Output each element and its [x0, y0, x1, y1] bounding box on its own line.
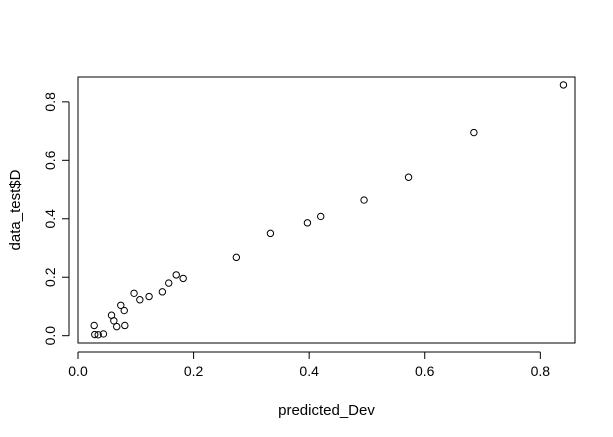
data-point: [559, 81, 568, 89]
data-point: [266, 229, 275, 238]
data-point: [117, 301, 125, 309]
x-axis: 0.0 0.2 0.4 0.6 0.8: [68, 351, 551, 379]
y-axis-label: data_test$D: [7, 169, 24, 250]
data-point: [110, 317, 118, 325]
data-point: [404, 173, 413, 181]
plot-frame: [77, 76, 576, 344]
x-tick-label: 0.0: [68, 363, 88, 379]
data-point: [94, 331, 102, 339]
data-points: [90, 81, 568, 339]
data-point: [232, 253, 241, 262]
data-point: [113, 322, 121, 331]
data-point: [90, 321, 98, 330]
x-tick-label: 0.6: [415, 363, 435, 379]
data-point: [317, 212, 325, 221]
data-point: [130, 289, 138, 298]
data-point: [303, 219, 312, 227]
data-point: [99, 330, 108, 338]
data-point: [470, 128, 478, 137]
x-tick-label: 0.8: [531, 363, 551, 379]
data-point: [158, 288, 167, 296]
y-tick-label: 0.2: [42, 267, 58, 287]
data-point: [136, 296, 144, 304]
data-point: [145, 292, 153, 301]
data-point: [179, 274, 187, 283]
data-point: [360, 196, 368, 204]
data-point: [120, 306, 128, 315]
data-point: [172, 271, 180, 279]
data-point: [121, 321, 129, 330]
y-axis: 0.0 0.2 0.4 0.6 0.8: [42, 92, 70, 346]
y-tick-label: 0.0: [42, 326, 58, 346]
x-axis-label: predicted_Dev: [278, 402, 375, 419]
y-tick-label: 0.6: [42, 150, 58, 170]
x-tick-label: 0.4: [299, 363, 319, 379]
y-tick-label: 0.4: [42, 209, 58, 229]
data-point: [91, 330, 99, 339]
x-tick-label: 0.2: [184, 363, 204, 379]
data-point: [165, 279, 173, 287]
y-tick-label: 0.8: [42, 92, 58, 112]
